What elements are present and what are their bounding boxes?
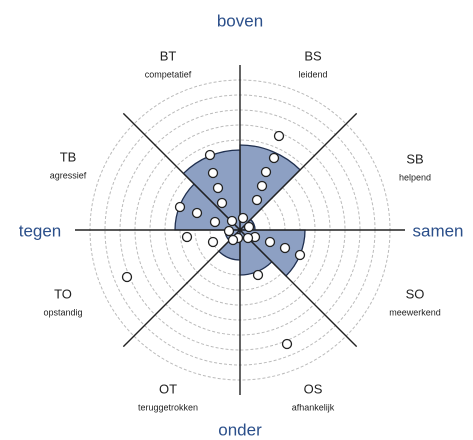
dot — [251, 194, 263, 206]
axis-label-left: tegen — [19, 221, 62, 240]
dot — [260, 166, 272, 178]
sector-label: agressief — [50, 170, 87, 180]
dot — [242, 232, 254, 244]
sector-code: OS — [304, 381, 323, 396]
sector-label: teruggetrokken — [138, 402, 198, 412]
dot — [273, 130, 285, 142]
dot — [243, 221, 255, 233]
sector-code: SB — [406, 151, 423, 166]
sector-code: BT — [160, 48, 177, 63]
wedge — [239, 144, 302, 232]
sector-code: TB — [60, 149, 77, 164]
dot — [209, 216, 221, 228]
dot — [212, 182, 224, 194]
dot — [227, 234, 239, 246]
sector-label: afhankelijk — [292, 402, 335, 412]
dot — [268, 152, 280, 164]
dot — [121, 271, 133, 283]
axis-label-right: samen — [412, 221, 463, 240]
dot — [174, 201, 186, 213]
sector-label: leidend — [298, 69, 327, 79]
divider-line — [122, 112, 358, 348]
sector-label: opstandig — [43, 307, 82, 317]
sector-label: competatief — [145, 69, 192, 79]
sector-code: SO — [406, 286, 425, 301]
sector-code: TO — [54, 286, 72, 301]
dot — [281, 338, 293, 350]
dot — [207, 236, 219, 248]
dot — [264, 236, 276, 248]
axis-label-top: boven — [217, 11, 263, 30]
dot — [181, 231, 193, 243]
dot — [294, 249, 306, 261]
sector-label: meewerkend — [389, 307, 441, 317]
sector-label: helpend — [399, 172, 431, 182]
dot — [256, 180, 268, 192]
dot — [223, 225, 235, 237]
divider-lines — [75, 65, 405, 395]
sector-code: BS — [304, 48, 322, 63]
sector-code: OT — [159, 381, 177, 396]
dot — [216, 197, 228, 209]
dot — [207, 167, 219, 179]
dot — [204, 149, 216, 161]
dots — [121, 130, 306, 350]
dot — [237, 212, 249, 224]
axis-label-bottom: onder — [218, 420, 262, 439]
dot — [226, 215, 238, 227]
dot — [252, 269, 264, 281]
dot — [279, 242, 291, 254]
dot — [191, 207, 203, 219]
